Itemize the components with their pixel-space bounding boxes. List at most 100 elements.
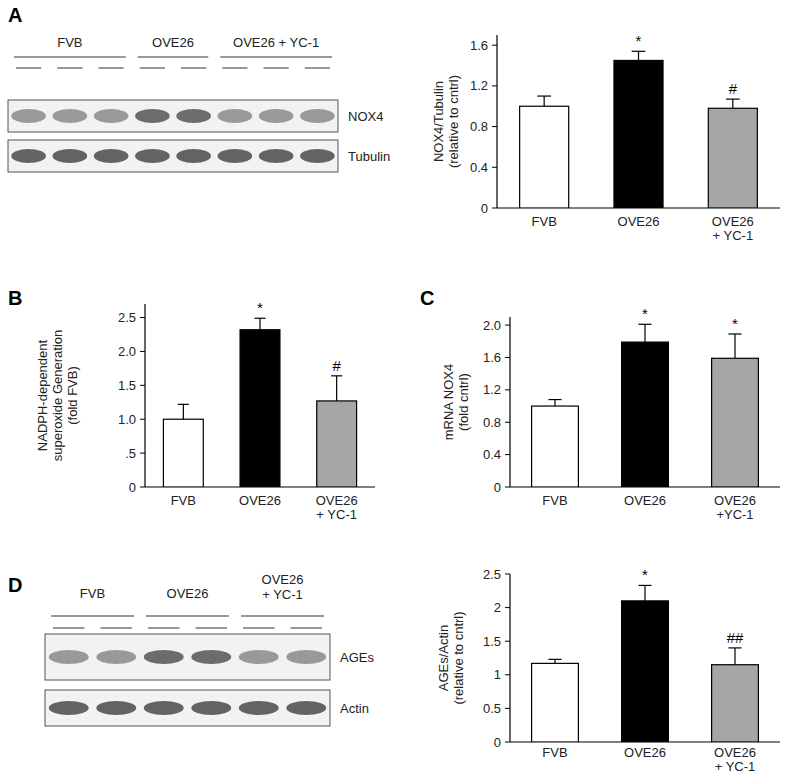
y-tick-label: 0.4 [470, 160, 488, 175]
blot-band [144, 650, 184, 664]
y-tick-label: 1.5 [118, 378, 136, 393]
x-tick-label: FVB [532, 214, 557, 229]
y-axis-label: (relative to cntrl) [451, 611, 466, 704]
band-label: AGEs [340, 650, 374, 665]
blot-band [239, 650, 279, 664]
x-tick-label: FVB [542, 493, 567, 508]
lane-line [57, 68, 82, 69]
x-tick-label: OVE26 [618, 214, 660, 229]
bar [622, 342, 669, 487]
y-tick [492, 167, 497, 168]
band-label: Actin [340, 701, 369, 716]
error-bar [254, 318, 265, 330]
lane-group-label: OVE26 + YC-1 [233, 35, 319, 50]
y-tick-label: 0.8 [483, 415, 501, 430]
label-line: OVE26 [618, 214, 660, 229]
blot: FVBOVE26OVE26+ YC-1AGEsActin [45, 572, 374, 726]
y-tick [505, 389, 510, 390]
blot-band [135, 109, 170, 123]
label-line: + YC-1 [715, 759, 756, 773]
error-bar [728, 648, 741, 665]
blot-band [96, 701, 136, 715]
label-line: + YC-1 [262, 587, 303, 602]
bar [712, 665, 759, 742]
blot-band [94, 109, 129, 123]
blot-band [49, 650, 89, 664]
x-tick-label: FVB [171, 493, 196, 508]
bar [240, 330, 280, 487]
lane-line [140, 68, 165, 69]
error-cap [537, 95, 551, 96]
y-tick-label: .5 [125, 446, 136, 461]
significance-mark: * [642, 566, 648, 583]
label-line: FVB [532, 214, 557, 229]
significance-mark: * [642, 305, 648, 322]
y-tick-label: 2.0 [483, 318, 501, 333]
x-tick-label: FVB [542, 745, 567, 760]
error-bar [726, 99, 740, 108]
y-tick [140, 385, 145, 386]
blot-membrane [45, 690, 330, 726]
y-tick [140, 487, 145, 488]
chart: NOX4/Tubulin(relative to cntrl)00.40.81.… [431, 32, 781, 243]
y-tick [140, 419, 145, 420]
lane-line [53, 628, 85, 629]
x-tick-label: OVE26 [624, 493, 666, 508]
label-line: FVB [542, 493, 567, 508]
y-tick-label: 1.6 [483, 350, 501, 365]
y-axis-label: (fold FVB) [65, 366, 80, 425]
blot-band [218, 149, 253, 163]
label-line: FVB [57, 35, 82, 50]
y-axis-label: AGEs/Actin [436, 625, 451, 691]
label-line: + YC-1 [713, 228, 754, 243]
x-tick-label: OVE26+ YC-1 [714, 745, 756, 773]
lane-line [16, 68, 41, 69]
y-tick [505, 574, 510, 575]
panel-letter: B [8, 287, 22, 309]
y-tick [492, 85, 497, 86]
y-axis-line [496, 35, 497, 208]
error-cap [638, 324, 651, 325]
error-cap [548, 399, 561, 400]
y-tick [492, 208, 497, 209]
y-axis-label: (relative to cntrl) [446, 75, 461, 168]
error-cap [254, 318, 265, 319]
error-bar [548, 659, 561, 663]
significance-mark: # [332, 357, 341, 374]
marks [163, 318, 356, 487]
y-tick [505, 325, 510, 326]
y-tick-label: 0 [494, 735, 501, 750]
error-stem [638, 51, 639, 60]
lane-line [181, 68, 206, 69]
y-tick [492, 45, 497, 46]
label-line: OVE26 [712, 214, 754, 229]
lane-line [148, 628, 180, 629]
error-cap [726, 99, 740, 100]
error-cap [178, 404, 189, 405]
group-line [146, 616, 229, 617]
group-line [220, 57, 332, 58]
significance-mark: * [257, 299, 263, 316]
bar [317, 401, 357, 487]
lane-line [264, 68, 289, 69]
panel-letter: D [8, 574, 22, 596]
y-tick-label: 2 [494, 600, 501, 615]
blot-membrane [45, 634, 330, 680]
y-tick-label: 0 [129, 480, 136, 495]
y-axis-line [144, 304, 145, 487]
blot-band [259, 149, 294, 163]
error-stem [734, 334, 735, 358]
blot-band [300, 149, 335, 163]
blot-band [259, 109, 294, 123]
error-bar [728, 334, 741, 358]
chart: AGEs/Actin(relative to cntrl)00.511.522.… [436, 566, 781, 773]
error-stem [554, 400, 555, 406]
y-axis-label: (fold cntrl) [456, 373, 471, 431]
x-tick-label: OVE26+ YC-1 [316, 493, 358, 522]
lane-line [99, 68, 124, 69]
label-line: OVE26 [152, 35, 194, 50]
y-tick [140, 351, 145, 352]
y-tick [505, 357, 510, 358]
x-tick-label: OVE26 [624, 745, 666, 760]
figure: ABCDFVBOVE26OVE26 + YC-1NOX4TubulinFVBOV… [0, 0, 797, 773]
